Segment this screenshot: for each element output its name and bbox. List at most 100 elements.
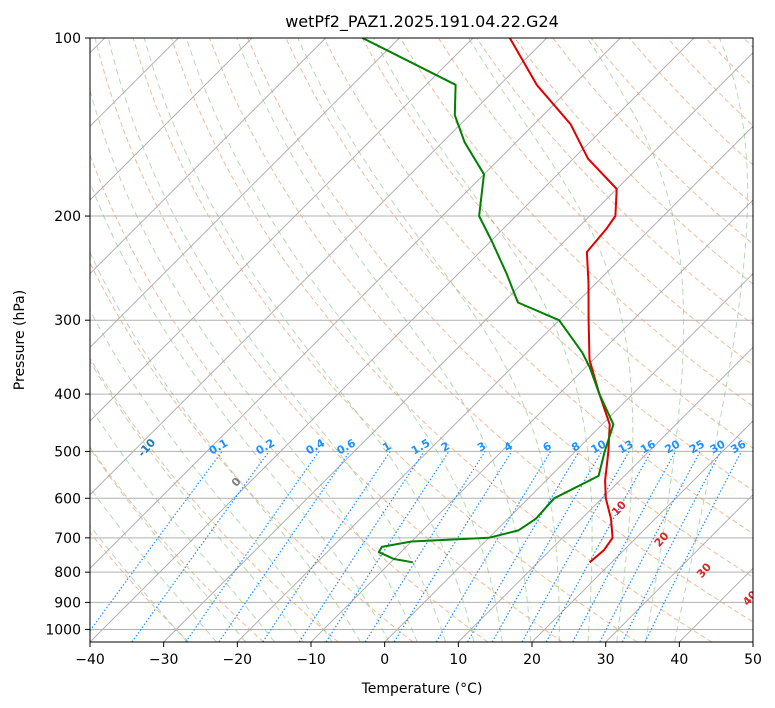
mixing-ratio-line (393, 451, 513, 642)
mixing-ratio-line (262, 451, 391, 642)
moist-adiabat-line (90, 487, 217, 642)
mixing-ratio-line (599, 451, 701, 642)
y-tick-label: 600 (54, 491, 81, 507)
mixing-ratio-label: 30 (708, 437, 728, 456)
mixing-ratio-label: 25 (687, 437, 707, 456)
isotherm-gridline (90, 38, 621, 570)
dry-adiabat-line (132, 38, 638, 642)
mixing-ratio-line (621, 451, 722, 642)
dewpoint-profile-line (362, 38, 615, 564)
mixing-ratio-line (131, 451, 270, 642)
y-tick-label: 200 (54, 209, 81, 225)
dry-adiabat-line (90, 446, 264, 642)
dry-adiabat-line (90, 357, 339, 642)
dry-adiabat-line (94, 38, 563, 642)
dry-adiabat-label: 0 (229, 475, 244, 490)
x-tick-label: 40 (670, 652, 688, 668)
mixing-ratio-label: 1.5 (409, 436, 432, 457)
dry-adiabat-label: -20 (57, 408, 80, 432)
plot-frame (89, 37, 754, 643)
isotherm-gridline (163, 51, 753, 642)
dry-adiabat-label: -10 (135, 436, 158, 460)
chart-title: wetPf2_PAZ1.2025.191.04.22.G24 (285, 12, 559, 32)
isotherm-gridline (752, 641, 753, 642)
dry-adiabat-line (552, 38, 753, 245)
dry-adiabat-line (90, 153, 488, 642)
y-tick-label: 500 (54, 444, 81, 460)
mixing-ratio-line (644, 451, 743, 642)
moist-adiabat-label: 10 (609, 498, 629, 518)
x-tick-label: 0 (380, 652, 389, 668)
dry-adiabat-line (705, 38, 753, 88)
isotherm-gridline (90, 38, 327, 275)
moist-adiabat-line (90, 251, 362, 642)
x-tick-label: 20 (523, 652, 541, 668)
x-tick-label: −30 (149, 652, 179, 668)
temperature-profile-line (508, 38, 618, 564)
moist-adiabat-line (468, 38, 634, 642)
y-tick-label: 800 (54, 565, 81, 581)
x-tick-label: 10 (449, 652, 467, 668)
mixing-ratio-label: 10 (589, 437, 609, 456)
moist-adiabat-line (90, 405, 275, 642)
isotherm-gridline (90, 38, 253, 201)
mixing-ratio-label: 20 (662, 437, 682, 456)
isotherm-gridline (457, 346, 753, 642)
moist-adiabat-line (90, 447, 247, 642)
moist-adiabat-label: 20 (652, 529, 672, 549)
dry-adiabat-line (361, 38, 753, 449)
moist-adiabat-line (297, 38, 560, 642)
mixing-ratio-line (466, 451, 580, 642)
mixing-ratio-line (325, 451, 450, 642)
moist-adiabat-line (373, 38, 593, 642)
moist-adiabat-line (143, 38, 475, 642)
mixing-ratio-label: 36 (728, 437, 748, 456)
mixing-ratio-line (298, 451, 425, 642)
y-tick-label: 100 (54, 31, 81, 47)
moist-adiabat-line (90, 524, 188, 642)
dry-adiabat-line (90, 531, 190, 642)
moist-adiabat-line (586, 38, 685, 642)
dry-adiabat-line (743, 38, 753, 49)
mixing-ratio-line (90, 451, 223, 632)
dry-adiabat-line (323, 38, 753, 492)
moist-adiabat-line (90, 360, 304, 642)
moist-adiabat-line (185, 38, 503, 642)
x-axis-label: Temperature (°C) (361, 681, 483, 697)
moist-adiabat-line (90, 181, 390, 642)
mixing-ratio-line (545, 451, 652, 642)
y-tick-label: 900 (54, 595, 81, 611)
mixing-ratio-label: 16 (638, 437, 658, 456)
y-tick-label: 1000 (45, 622, 81, 638)
dry-adiabat-label: -30 (0, 372, 2, 396)
isotherm-gridline (90, 38, 400, 349)
moist-adiabat-line (90, 88, 418, 642)
mixing-ratio-line (364, 451, 486, 642)
dry-adiabat-line (247, 38, 753, 578)
y-tick-label: 700 (54, 531, 81, 547)
x-tick-label: −40 (75, 652, 105, 668)
isotherm-gridline (531, 420, 753, 642)
dry-adiabat-line (209, 38, 753, 623)
moist-adiabat-line (90, 309, 333, 642)
mixing-ratio-label: 0.1 (207, 436, 230, 457)
x-tick-label: −10 (296, 652, 326, 668)
x-tick-label: 50 (744, 652, 762, 668)
moist-adiabat-line (674, 38, 749, 642)
dry-adiabat-line (399, 38, 753, 408)
mixing-ratio-label: 4 (502, 439, 515, 454)
moist-adiabat-label: 30 (694, 560, 714, 580)
dry-adiabat-line (90, 261, 414, 642)
dry-adiabat-line (514, 38, 753, 285)
mixing-ratio-line (435, 451, 552, 642)
isotherm-gridline (90, 38, 548, 496)
mixing-ratio-label: 0.2 (254, 436, 277, 457)
mixing-ratio-label: 2 (439, 439, 452, 454)
isotherm-gridline (384, 272, 753, 642)
mixing-ratio-label: 1 (380, 439, 393, 454)
mixing-ratio-line (218, 451, 351, 642)
dry-adiabat-line (170, 38, 712, 642)
x-tick-label: −20 (223, 652, 253, 668)
moist-adiabat-label: 40 (740, 588, 760, 608)
